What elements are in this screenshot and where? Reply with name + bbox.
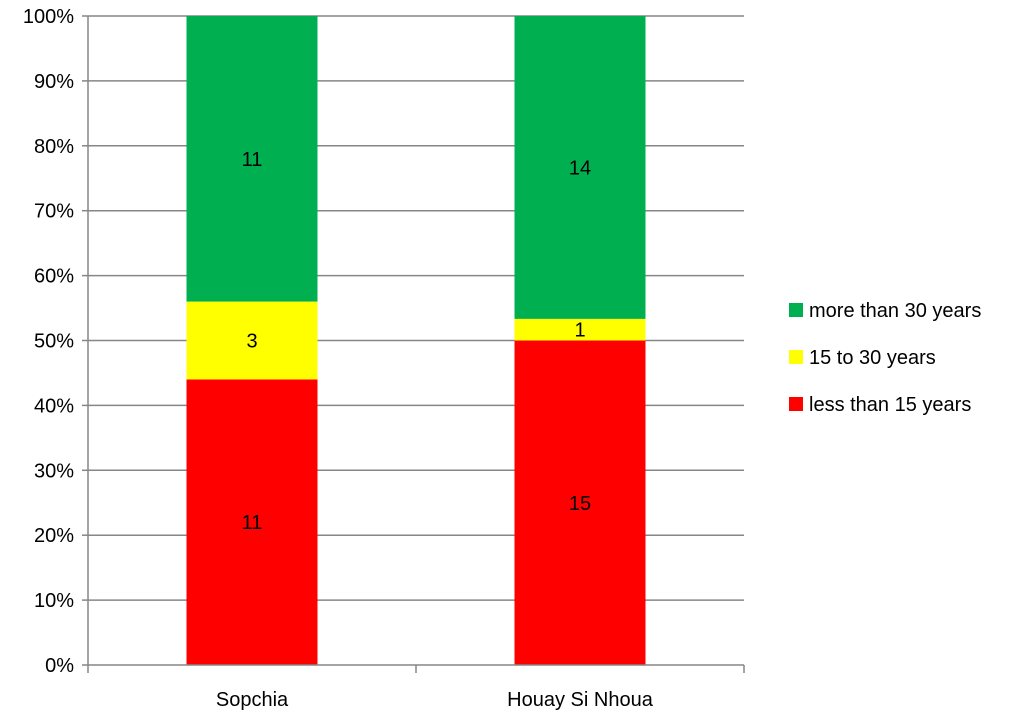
x-tick-label: Sopchia bbox=[216, 689, 289, 711]
legend-label: more than 30 years bbox=[809, 300, 981, 322]
y-tick-label: 30% bbox=[34, 460, 74, 482]
legend-swatch bbox=[789, 303, 803, 317]
data-label: 11 bbox=[242, 512, 263, 534]
data-label: 11 bbox=[242, 149, 263, 171]
y-tick-label: 40% bbox=[34, 395, 74, 417]
y-tick-label: 20% bbox=[34, 525, 74, 547]
legend-label: less than 15 years bbox=[809, 394, 971, 416]
legend-label: 15 to 30 years bbox=[809, 347, 936, 369]
axes: 0% 10% 20% 30% 40% 50% 60% 70% 80% 90% 100% Sopchia… bbox=[23, 6, 745, 711]
y-tick-label: 70% bbox=[34, 201, 74, 223]
y-tick-label: 80% bbox=[34, 136, 74, 158]
gridlines bbox=[88, 15, 744, 601]
bars bbox=[186, 16, 646, 665]
legend: more than 30 years 15 to 30 years less tha… bbox=[789, 300, 981, 416]
data-label: 14 bbox=[569, 157, 591, 179]
y-tick-label: 60% bbox=[34, 266, 74, 288]
data-label: 15 bbox=[569, 493, 591, 515]
x-tick-label: Houay Si Nhoua bbox=[507, 689, 654, 711]
y-tick-label: 100% bbox=[23, 6, 74, 28]
bar-segment bbox=[514, 340, 646, 665]
bar-segment bbox=[514, 16, 646, 319]
y-tick-label: 90% bbox=[34, 71, 74, 93]
y-tick-label: 10% bbox=[34, 590, 74, 612]
bar-segment bbox=[186, 301, 318, 380]
legend-swatch bbox=[789, 350, 803, 364]
bar-segment bbox=[514, 318, 646, 341]
bar-segment bbox=[186, 379, 318, 665]
legend-swatch bbox=[789, 397, 803, 411]
bar-segment bbox=[186, 16, 318, 302]
data-label: 1 bbox=[574, 320, 585, 342]
data-label: 3 bbox=[246, 331, 257, 353]
y-tick-label: 50% bbox=[34, 331, 74, 353]
data-labels: 11 3 11 15 1 14 bbox=[242, 149, 592, 534]
y-tick-label: 0% bbox=[45, 655, 74, 677]
